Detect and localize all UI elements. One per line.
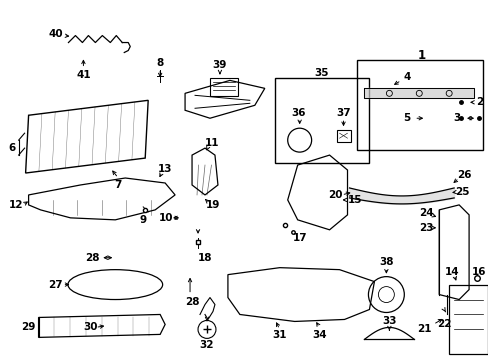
Text: 30: 30 (83, 323, 98, 332)
Text: 27: 27 (48, 280, 62, 289)
Text: 19: 19 (205, 200, 220, 210)
Text: 14: 14 (444, 267, 459, 276)
Text: 26: 26 (456, 170, 470, 180)
Text: 38: 38 (378, 257, 393, 267)
Bar (274, 78, 368, 163)
Text: 28: 28 (184, 297, 199, 306)
Text: 17: 17 (292, 233, 306, 243)
Text: 29: 29 (21, 323, 36, 332)
Text: 41: 41 (76, 71, 91, 80)
Text: 4: 4 (403, 72, 410, 82)
Text: 40: 40 (48, 28, 62, 39)
Bar (209, 78, 237, 96)
Text: 10: 10 (159, 213, 173, 223)
Text: 28: 28 (85, 253, 100, 263)
Text: 21: 21 (416, 324, 430, 334)
Text: 9: 9 (140, 215, 146, 225)
Text: 1: 1 (416, 49, 425, 62)
Text: 24: 24 (418, 208, 433, 218)
Text: 23: 23 (418, 223, 432, 233)
Text: 36: 36 (291, 108, 305, 118)
Bar (357, 60, 482, 150)
Text: 11: 11 (204, 138, 219, 148)
Text: 6: 6 (8, 143, 15, 153)
Text: 2: 2 (475, 97, 483, 107)
Text: 7: 7 (114, 180, 122, 190)
Text: 5: 5 (403, 113, 410, 123)
Text: 12: 12 (8, 200, 23, 210)
Text: 37: 37 (336, 108, 350, 118)
Bar (336, 130, 350, 142)
Text: 18: 18 (197, 253, 212, 263)
Text: 31: 31 (272, 330, 286, 341)
Text: 35: 35 (314, 68, 328, 78)
Text: 13: 13 (158, 164, 172, 174)
Text: 16: 16 (471, 267, 486, 276)
Text: 39: 39 (212, 60, 226, 71)
Text: 15: 15 (347, 195, 362, 205)
Text: 8: 8 (156, 58, 163, 68)
Polygon shape (364, 88, 473, 98)
Text: 34: 34 (312, 330, 326, 341)
Text: 22: 22 (436, 319, 450, 329)
Text: 32: 32 (199, 340, 214, 350)
Text: 25: 25 (454, 187, 468, 197)
Text: 20: 20 (327, 190, 342, 200)
Text: 3: 3 (452, 113, 460, 123)
Text: 33: 33 (381, 316, 396, 327)
